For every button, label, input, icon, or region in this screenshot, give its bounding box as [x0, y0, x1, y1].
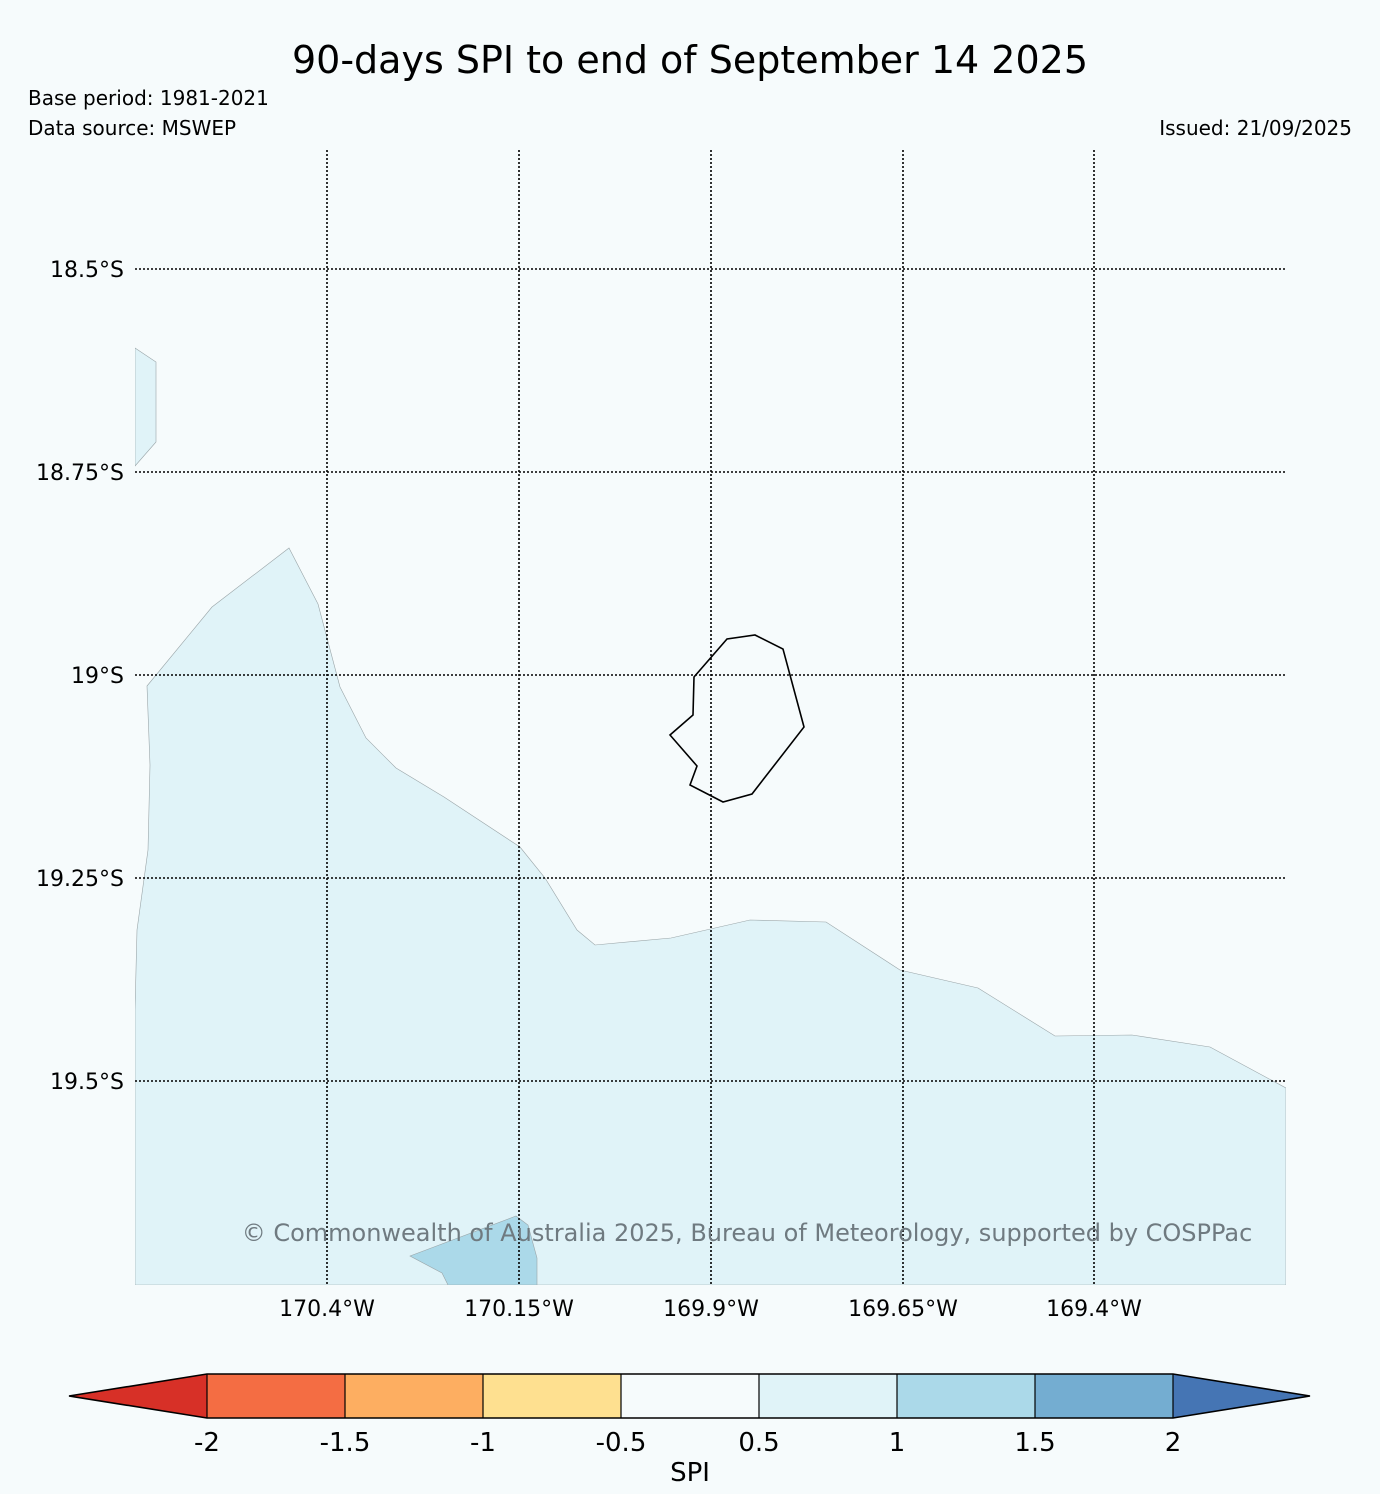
colorbar-bin-1 — [207, 1374, 345, 1418]
lon-label-170.4: 170.4°W — [279, 1297, 375, 1322]
base-period-label: Base period: 1981-2021 — [28, 86, 269, 110]
spi-colorbar: -2 -1.5 -1 -0.5 0.5 1 1.5 2 SPI — [68, 1373, 1311, 1488]
latitude-labels: 18.5°S 18.75°S 19°S 19.25°S 19.5°S — [36, 258, 124, 1095]
spi-region-0.5-1-large — [135, 547, 1286, 1285]
colorbar-tick: 1.5 — [1014, 1428, 1055, 1458]
colorbar-bin-4 — [621, 1374, 759, 1418]
colorbar-tick: 0.5 — [738, 1428, 779, 1458]
lat-label-19: 19°S — [71, 664, 124, 689]
spi-region-0.5-1-small — [135, 347, 157, 467]
colorbar-extend-high — [1173, 1374, 1310, 1418]
lat-label-18.75: 18.75°S — [36, 461, 124, 486]
colorbar-tick: -1.5 — [320, 1428, 371, 1458]
colorbar-bin-2 — [345, 1374, 483, 1418]
colorbar-tick: 1 — [889, 1428, 906, 1458]
colorbar-tick-labels: -2 -1.5 -1 -0.5 0.5 1 1.5 2 — [194, 1428, 1181, 1458]
colorbar-bin-3 — [483, 1374, 621, 1418]
lon-label-170.15: 170.15°W — [464, 1297, 574, 1322]
longitude-labels: 170.4°W 170.15°W 169.9°W 169.65°W 169.4°… — [279, 1297, 1142, 1322]
lat-label-19.25: 19.25°S — [36, 867, 124, 892]
spi-region-1-1.5 — [409, 1215, 538, 1285]
copyright-notice: © Commonwealth of Australia 2025, Bureau… — [242, 1219, 1253, 1247]
lat-label-19.5: 19.5°S — [50, 1070, 124, 1095]
lon-label-169.4: 169.4°W — [1046, 1297, 1142, 1322]
data-source-label: Data source: MSWEP — [28, 116, 237, 140]
map-title: 90-days SPI to end of September 14 2025 — [291, 38, 1088, 82]
issued-date-label: Issued: 21/09/2025 — [1159, 116, 1352, 140]
colorbar-bin-5 — [759, 1374, 897, 1418]
colorbar-tick: -0.5 — [596, 1428, 647, 1458]
map-plot-area: © Commonwealth of Australia 2025, Bureau… — [135, 150, 1286, 1285]
lon-label-169.65: 169.65°W — [848, 1297, 958, 1322]
colorbar-label: SPI — [670, 1458, 710, 1488]
colorbar-extend-low — [69, 1374, 207, 1418]
colorbar-tick: -1 — [470, 1428, 496, 1458]
island-outline — [668, 634, 805, 803]
colorbar-bin-7 — [1035, 1374, 1173, 1418]
colorbar-tick: -2 — [194, 1428, 220, 1458]
lat-label-18.5: 18.5°S — [50, 258, 124, 283]
colorbar-tick: 2 — [1165, 1428, 1182, 1458]
longitude-gridlines — [326, 150, 1095, 1285]
colorbar-bin-6 — [897, 1374, 1035, 1418]
lon-label-169.9: 169.9°W — [663, 1297, 759, 1322]
